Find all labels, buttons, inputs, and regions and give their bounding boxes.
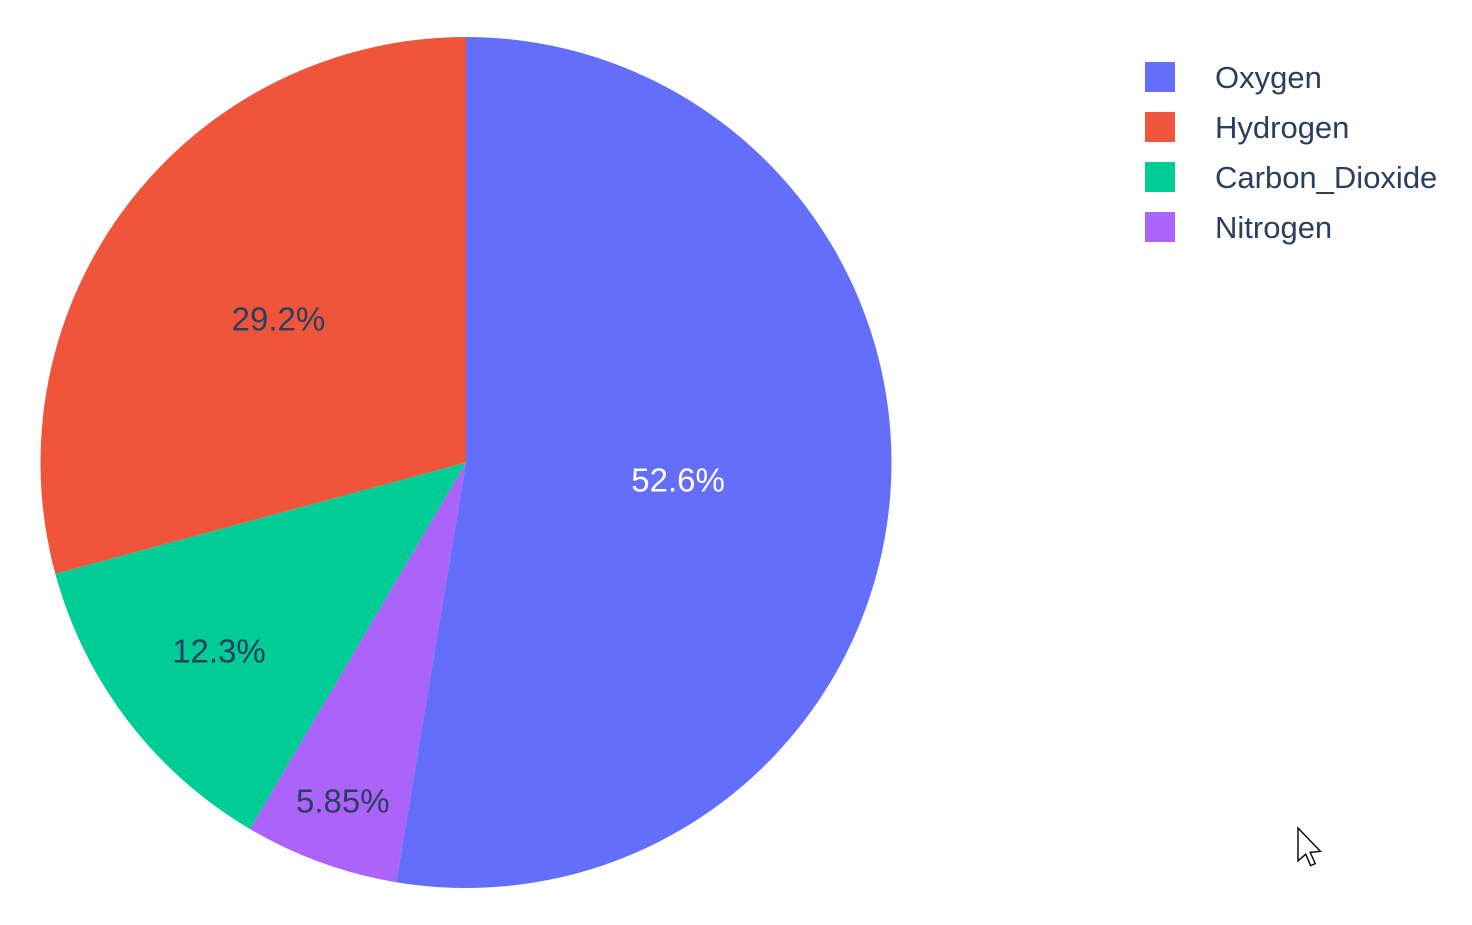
legend-item-nitrogen[interactable]: Nitrogen xyxy=(1145,202,1437,252)
pie-slice-percent-label-hydrogen: 29.2% xyxy=(232,301,326,338)
legend-swatch-hydrogen xyxy=(1145,112,1175,142)
legend-item-label: Hydrogen xyxy=(1215,109,1350,145)
pie-slice-nitrogen[interactable] xyxy=(249,462,466,883)
legend-item-label: Carbon_Dioxide xyxy=(1215,159,1438,195)
legend-item-carbon-dioxide[interactable]: Carbon_Dioxide xyxy=(1145,152,1437,202)
pie-slice-hydrogen[interactable] xyxy=(40,37,466,574)
pie-slice-percent-label-carbon-dioxide: 12.3% xyxy=(172,632,266,669)
pie-slice-carbon-dioxide[interactable] xyxy=(55,462,466,830)
pie-slice-percent-label-oxygen: 52.6% xyxy=(631,462,725,499)
legend-swatch-nitrogen xyxy=(1145,212,1175,242)
legend: Oxygen Hydrogen Carbon_Dioxide Nitrogen xyxy=(1145,52,1437,252)
legend-item-label: Oxygen xyxy=(1215,59,1322,95)
legend-swatch-carbon-dioxide xyxy=(1145,162,1175,192)
pie-slice-oxygen[interactable] xyxy=(396,37,892,888)
legend-item-label: Nitrogen xyxy=(1215,209,1333,245)
pie-slice-percent-label-nitrogen: 5.85% xyxy=(296,783,390,820)
legend-item-hydrogen[interactable]: Hydrogen xyxy=(1145,102,1437,152)
legend-item-oxygen[interactable]: Oxygen xyxy=(1145,52,1437,102)
legend-swatch-oxygen xyxy=(1145,62,1175,92)
